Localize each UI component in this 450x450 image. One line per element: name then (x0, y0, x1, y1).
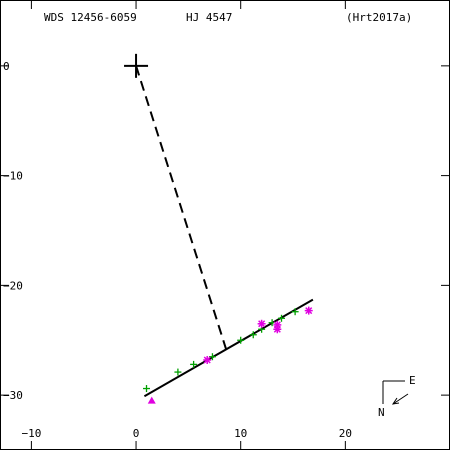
x-tick-label: 0 (133, 427, 140, 440)
star-point-d2 (203, 356, 211, 364)
star-point-d2 (273, 325, 281, 333)
compass-east-label: E (409, 374, 416, 387)
motion-arrowhead (391, 397, 400, 405)
header-discoverer: HJ 4547 (186, 11, 232, 24)
y-tick-label: −20 (3, 279, 23, 292)
triangle-point (147, 396, 156, 404)
star-point (203, 356, 212, 364)
plus-point (249, 331, 257, 339)
motion-arrow (392, 393, 409, 405)
header-reference: (Hrt2017a) (346, 11, 412, 24)
compass-north-label: N (378, 406, 385, 419)
y-tick-label: −10 (3, 170, 23, 183)
star-point-d2 (305, 307, 313, 315)
data-points (124, 53, 313, 404)
plus-point (190, 360, 198, 368)
y-tick-label: −30 (3, 389, 23, 402)
plus-point (291, 308, 299, 316)
plus-point (208, 353, 216, 361)
star-point-d2 (258, 320, 266, 328)
orbit-fit-line (143, 298, 314, 398)
star-point (273, 325, 282, 334)
x-tick-label: −10 (21, 427, 41, 440)
x-tick-label: 10 (234, 427, 247, 440)
plus-point (174, 368, 182, 376)
orbit-lines (135, 65, 314, 398)
plus-point (237, 336, 245, 344)
y-tick-label: 0 (3, 60, 10, 73)
x-tick-label: 20 (339, 427, 352, 440)
plus-point (278, 314, 286, 322)
compass: E N (378, 374, 416, 419)
star-point (257, 319, 266, 328)
plus-point (143, 385, 151, 393)
star-point (304, 306, 313, 315)
header-wds: WDS 12456-6059 (44, 11, 137, 24)
projection-dashed-line (135, 65, 227, 350)
